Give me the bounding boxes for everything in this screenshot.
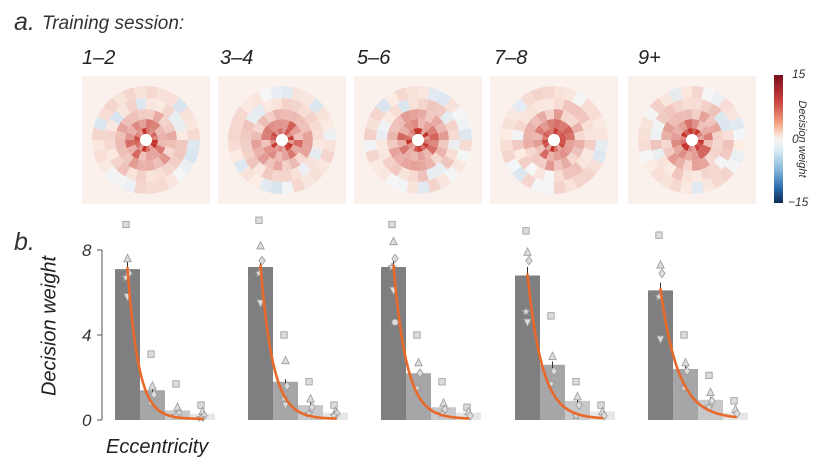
subject-marker	[416, 368, 424, 379]
panel-a-letter: a.	[14, 8, 35, 36]
subject-marker	[122, 220, 130, 229]
bar	[673, 369, 698, 420]
subject-marker	[548, 351, 557, 360]
subject-marker	[306, 393, 315, 403]
fixation-hole	[140, 134, 152, 146]
heatmap-session-3	[354, 76, 482, 204]
subject-marker	[597, 401, 605, 409]
fit-curve	[526, 273, 604, 420]
subject-marker	[658, 268, 666, 279]
subject-marker	[522, 227, 530, 235]
heatmap-session-2	[218, 76, 346, 204]
panel-a-title: Training session:	[42, 13, 185, 34]
subject-marker	[173, 402, 182, 411]
y-tick-label-0: 0	[82, 411, 92, 430]
session-label-1: 1–2	[82, 47, 116, 69]
subject-marker	[525, 255, 533, 266]
bar-group-session-5	[648, 231, 748, 420]
subject-marker	[200, 410, 208, 421]
subject-marker	[305, 378, 313, 386]
bar-group-session-1	[115, 220, 215, 422]
subject-marker	[147, 350, 155, 358]
subject-marker	[197, 401, 205, 409]
subject-marker	[281, 401, 290, 411]
subject-marker	[706, 387, 715, 396]
bar	[648, 290, 673, 420]
subject-marker	[388, 220, 396, 229]
fit-curve	[126, 266, 204, 421]
fit-curve	[659, 288, 737, 419]
subject-marker	[330, 401, 338, 409]
colorbar-tick-max: 15	[792, 67, 806, 81]
fixation-hole	[412, 134, 424, 146]
subject-marker	[521, 306, 531, 316]
subject-marker	[523, 318, 532, 328]
session-label-3: 5–6	[357, 47, 391, 69]
bar	[515, 275, 540, 420]
panel-b-letter: b.	[14, 228, 35, 256]
heatmap-session-1	[82, 76, 210, 204]
subject-marker	[547, 312, 555, 320]
subject-marker	[550, 366, 558, 376]
fit-curve	[392, 264, 470, 420]
subject-marker	[308, 402, 316, 413]
y-tick-label-4: 4	[82, 326, 91, 345]
subject-marker	[172, 380, 180, 388]
session-label-2: 3–4	[220, 47, 254, 69]
subject-marker	[148, 380, 157, 390]
subject-marker	[523, 247, 532, 256]
subject-marker	[656, 335, 665, 345]
subject-marker	[680, 331, 688, 339]
subject-marker	[391, 318, 399, 326]
subject-marker	[283, 381, 291, 391]
colorbar-tick-min: −15	[788, 195, 809, 209]
subject-marker	[681, 357, 690, 367]
subject-marker	[389, 236, 398, 246]
subject-marker	[575, 400, 583, 410]
heatmap-session-4	[490, 76, 618, 204]
bar-group-session-2	[248, 216, 348, 420]
colorbar	[774, 75, 783, 203]
bar-group-session-3	[381, 220, 481, 421]
subject-marker	[572, 378, 580, 386]
fixation-hole	[548, 134, 560, 146]
subject-marker	[656, 259, 665, 269]
y-tick-label-8: 8	[82, 241, 92, 260]
subject-marker	[573, 391, 582, 401]
fixation-hole	[276, 134, 288, 146]
heatmap-session-5	[628, 76, 756, 204]
subject-marker	[438, 378, 446, 386]
colorbar-tick-zero: 0	[792, 132, 799, 146]
subject-marker	[705, 371, 713, 379]
heatmap-cells	[364, 86, 472, 194]
subject-marker	[123, 253, 132, 263]
subject-marker	[255, 216, 263, 224]
subject-marker	[439, 397, 448, 407]
bar-group-session-4	[515, 227, 615, 421]
subject-marker	[683, 366, 691, 376]
subject-marker	[256, 299, 265, 309]
subject-marker	[391, 253, 399, 264]
heatmap-cells	[228, 86, 336, 194]
subject-marker	[280, 331, 288, 339]
subject-marker	[414, 357, 423, 367]
subject-marker	[150, 389, 158, 400]
fixation-hole	[686, 134, 698, 146]
heatmap-cells	[92, 86, 200, 194]
fit-curve	[259, 264, 337, 420]
subject-marker	[730, 397, 738, 405]
x-axis-label: Eccentricity	[106, 436, 209, 458]
heatmap-cells	[500, 86, 608, 194]
session-label-4: 7–8	[494, 47, 528, 69]
subject-marker	[655, 231, 663, 239]
subject-marker	[413, 331, 421, 339]
subject-marker	[258, 255, 266, 266]
subject-marker	[256, 240, 265, 250]
subject-marker	[708, 396, 716, 406]
session-label-5: 9+	[638, 47, 661, 69]
heatmap-cells	[638, 86, 746, 194]
subject-marker	[281, 355, 290, 365]
